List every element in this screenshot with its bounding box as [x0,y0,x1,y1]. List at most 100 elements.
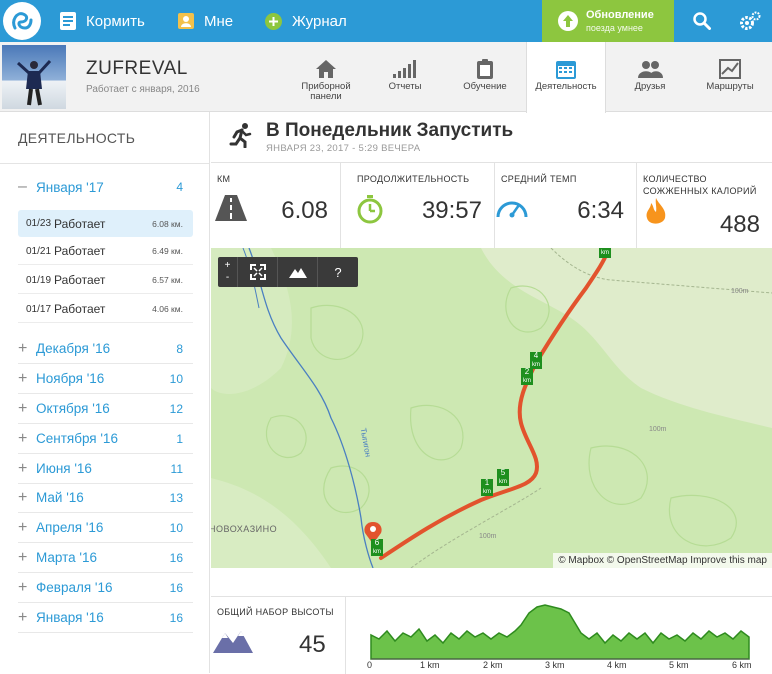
month-label: Май '16 [36,490,84,505]
stat-calories: КОЛИЧЕСТВО СОЖЖЕННЫХ КАЛОРИЙ 488 [637,163,772,249]
month-count: 10 [169,520,183,535]
month-item[interactable]: + Июня '16 11 [18,454,193,484]
stat-distance-value: 6.08 [281,197,328,224]
plus-icon: + [18,518,28,536]
nav-feed[interactable]: Кормить [60,0,145,42]
month-item[interactable]: + Октября '16 12 [18,394,193,424]
km-marker[interactable]: 4 km [532,351,540,369]
activity-date: 01/17 [26,303,52,315]
upgrade-arrow-icon [558,11,578,31]
settings-button[interactable] [730,0,770,42]
month-item[interactable]: + Ноября '16 10 [18,364,193,394]
stat-duration: ПРОДОЛЖИТЕЛЬНОСТЬ 39:57 [351,163,495,249]
tab-dashboard-label: Приборной панели [301,81,351,102]
bar-chart-icon [393,56,417,82]
month-label: Февраля '16 [36,580,113,595]
month-item[interactable]: + Сентября '16 1 [18,424,193,454]
plus-icon: + [18,608,28,626]
profile-header: ZUFREVAL Работает с января, 2016 Приборн… [0,42,772,113]
month-item[interactable]: + Апреля '16 10 [18,513,193,543]
tab-reports-label: Отчеты [388,81,422,92]
activity-item[interactable]: 01/23 Работает 6.08 км. [18,210,193,237]
activity-distance: 6.49 км. [152,246,183,256]
activity-type: Работает [54,302,106,316]
user-name[interactable]: ZUFREVAL [86,58,188,79]
plus-icon: + [18,488,28,506]
km-marker[interactable]: 2 km [523,367,531,385]
km-marker[interactable]: 1 km [483,478,491,496]
month-count: 12 [169,401,183,416]
clipboard-icon [477,56,493,82]
stat-calories-value: 488 [719,211,760,238]
upgrade-button[interactable]: Обновление поезда умнее [542,0,674,42]
km-marker[interactable]: 5 km [499,468,507,486]
contour-label: 100m [731,288,749,295]
zoom-in-button[interactable]: + [224,260,231,271]
month-count: 11 [170,461,183,476]
flame-icon [643,197,669,232]
tab-reports[interactable]: Отчеты [365,42,445,112]
help-button[interactable]: ? [334,264,342,280]
month-item[interactable]: + Май '16 13 [18,483,193,513]
tab-training[interactable]: Обучение [445,42,525,112]
month-item[interactable]: + Февраля '16 16 [18,573,193,603]
month-item[interactable]: + Января '16 16 [18,603,193,633]
month-label: Июня '16 [36,461,92,476]
activity-type: Работает [54,244,106,258]
plus-icon: + [18,429,28,447]
runkeeper-logo[interactable] [3,2,41,40]
km-marker[interactable]: km [601,250,609,256]
month-label: Октября '16 [36,401,110,416]
month-count: 16 [169,580,183,595]
plus-icon: + [18,578,28,596]
feed-icon [60,12,76,30]
speedometer-icon [495,193,529,228]
terrain-button[interactable] [278,257,318,287]
route-map-icon [719,56,741,82]
month-count: 16 [169,610,183,625]
month-count: 16 [169,550,183,565]
month-label: Декабря '16 [36,341,111,356]
map-canvas [211,248,772,568]
month-item[interactable]: + Марта '16 16 [18,543,193,573]
plus-icon: + [18,548,28,566]
activity-sidebar: ДЕЯТЕЛЬНОСТЬ – Января '17 4 01/23 Работа… [0,112,210,673]
activity-title[interactable]: В Понедельник Запустить [266,120,514,141]
elevation-profile-chart[interactable] [369,603,769,663]
tab-dashboard[interactable]: Приборной панели [286,42,366,112]
minus-icon: – [18,178,27,195]
tab-activities-label: Деятельность [535,81,597,92]
activity-distance: 4.06 км. [152,304,183,314]
upgrade-subtitle: поезда умнее [586,23,643,33]
activity-item[interactable]: 01/21 Работает 6.49 км. [18,238,193,265]
search-button[interactable] [682,0,722,42]
tab-activities[interactable]: Деятельность [526,42,606,113]
stats-row: КМ 6.08 ПРОДОЛЖИТЕЛЬНОСТЬ 39:57 СРЕДНИЙ … [211,162,772,249]
avatar[interactable] [2,45,66,109]
activity-date-header: ЯНВАРЯ 23, 2017 - 5:29 ВЕЧЕРА [266,143,421,154]
month-label: Января '16 [36,610,104,625]
month-label: Марта '16 [36,550,98,565]
month-current[interactable]: – Января '17 4 [18,172,193,202]
nav-journal[interactable]: Журнал [265,0,347,42]
route-map[interactable]: + - ? 6 km 1 km 5 km 2 km 4 km km Тыгигон 100… [211,248,772,568]
activity-item[interactable]: 01/19 Работает 6.57 км. [18,267,193,294]
stat-duration-value: 39:57 [421,197,482,224]
avatar-person-icon [16,59,52,106]
stat-pace-value: 6:34 [577,197,624,224]
map-controls: + - ? [218,257,358,287]
activity-item[interactable]: 01/17 Работает 4.06 км. [18,296,193,323]
km-marker[interactable]: 6 km [373,538,381,556]
activity-type: Работает [54,273,106,287]
fullscreen-button[interactable] [238,257,278,287]
sidebar-title: ДЕЯТЕЛЬНОСТЬ [18,130,136,146]
map-attribution[interactable]: © Mapbox © OpenStreetMap Improve this ma… [553,553,772,568]
zoom-out-button[interactable]: - [225,272,230,283]
tab-friends[interactable]: Друзья [610,42,690,112]
tab-routes[interactable]: Маршруты [690,42,770,112]
month-count: 8 [176,341,183,356]
nav-me[interactable]: Мне [178,0,233,42]
user-card-icon [178,13,194,29]
contour-label: 100m [649,426,667,433]
month-item[interactable]: + Декабря '16 8 [18,334,193,364]
